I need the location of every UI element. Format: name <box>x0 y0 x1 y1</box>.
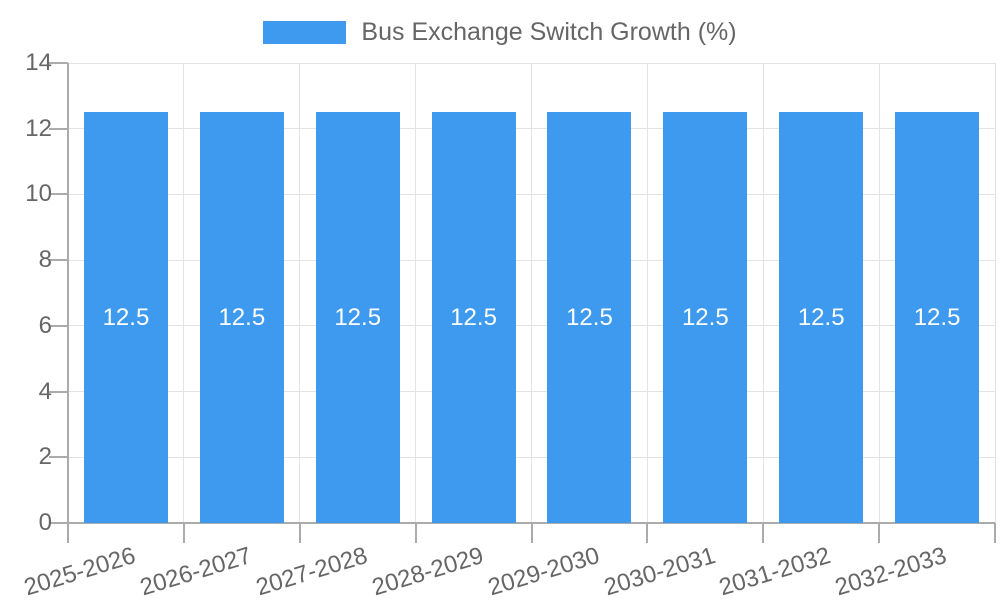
gridline-x-1 <box>183 63 185 523</box>
y-tick-label-4: 4 <box>38 377 52 405</box>
bar-2030-2031 <box>663 112 748 523</box>
y-tick-2 <box>49 456 68 459</box>
x-tick-7 <box>878 523 881 543</box>
x-axis-line <box>68 522 995 524</box>
bar-value-label-2032-2033: 12.5 <box>913 303 961 331</box>
bar-2027-2028 <box>315 112 400 523</box>
gridline-x-3 <box>415 63 417 523</box>
x-tick-1 <box>182 523 185 543</box>
x-tick-label-2027-2028: 2027-2028 <box>252 542 371 600</box>
x-tick-0 <box>67 523 69 543</box>
bar-2029-2030 <box>547 112 632 523</box>
x-tick-6 <box>762 523 765 543</box>
bar-value-label-2025-2026: 12.5 <box>102 303 150 331</box>
x-tick-label-2031-2032: 2031-2032 <box>716 542 835 600</box>
x-tick-2 <box>298 523 301 543</box>
y-tick-0 <box>49 522 68 524</box>
bar-value-label-2026-2027: 12.5 <box>218 303 266 331</box>
gridline-x-5 <box>646 63 648 523</box>
y-tick-label-2: 2 <box>38 443 52 471</box>
x-tick-label-2026-2027: 2026-2027 <box>137 542 255 600</box>
x-tick-label-2028-2029: 2028-2029 <box>368 542 487 600</box>
y-tick-label-12: 12 <box>25 114 52 142</box>
y-tick-label-0: 0 <box>38 509 52 536</box>
y-tick-12 <box>49 127 68 130</box>
y-tick-label-10: 10 <box>25 180 52 208</box>
legend-item[interactable]: Bus Exchange Switch Growth (%) <box>263 18 737 46</box>
bar-value-label-2029-2030: 12.5 <box>566 303 613 331</box>
gridline-x-7 <box>878 63 880 523</box>
bar-2026-2027 <box>199 112 284 523</box>
x-tick-label-2032-2033: 2032-2033 <box>832 542 950 600</box>
bar-value-label-2028-2029: 12.5 <box>450 303 497 331</box>
y-tick-label-8: 8 <box>38 246 52 274</box>
y-axis-line <box>67 63 69 523</box>
y-tick-14 <box>49 62 68 64</box>
legend-swatch-icon <box>263 20 347 44</box>
y-tick-label-14: 14 <box>25 49 52 76</box>
y-tick-label-6: 6 <box>38 311 52 339</box>
bar-2028-2029 <box>431 112 516 523</box>
gridline-x-4 <box>531 63 532 523</box>
y-tick-8 <box>49 259 68 262</box>
bar-value-label-2027-2028: 12.5 <box>334 303 382 331</box>
x-tick-5 <box>646 523 649 543</box>
bar-2025-2026 <box>83 112 168 523</box>
x-tick-3 <box>414 523 417 543</box>
x-tick-label-2025-2026: 2025-2026 <box>21 542 139 600</box>
bar-value-label-2030-2031: 12.5 <box>681 303 729 331</box>
gridline-x-8 <box>994 63 996 523</box>
bar-2032-2033 <box>895 112 980 523</box>
x-tick-label-2029-2030: 2029-2030 <box>484 542 603 600</box>
legend: Bus Exchange Switch Growth (%) <box>0 18 1000 46</box>
y-tick-4 <box>49 390 68 393</box>
y-tick-6 <box>49 324 68 327</box>
y-tick-10 <box>49 193 68 196</box>
x-tick-4 <box>530 523 533 543</box>
gridline-x-2 <box>299 63 301 523</box>
gridline-x-6 <box>762 63 764 523</box>
bar-value-label-2031-2032: 12.5 <box>797 303 845 331</box>
bar-2031-2032 <box>779 112 864 523</box>
legend-label: Bus Exchange Switch Growth (%) <box>361 18 737 46</box>
x-tick-8 <box>994 523 996 543</box>
x-tick-label-2030-2031: 2030-2031 <box>600 542 719 600</box>
